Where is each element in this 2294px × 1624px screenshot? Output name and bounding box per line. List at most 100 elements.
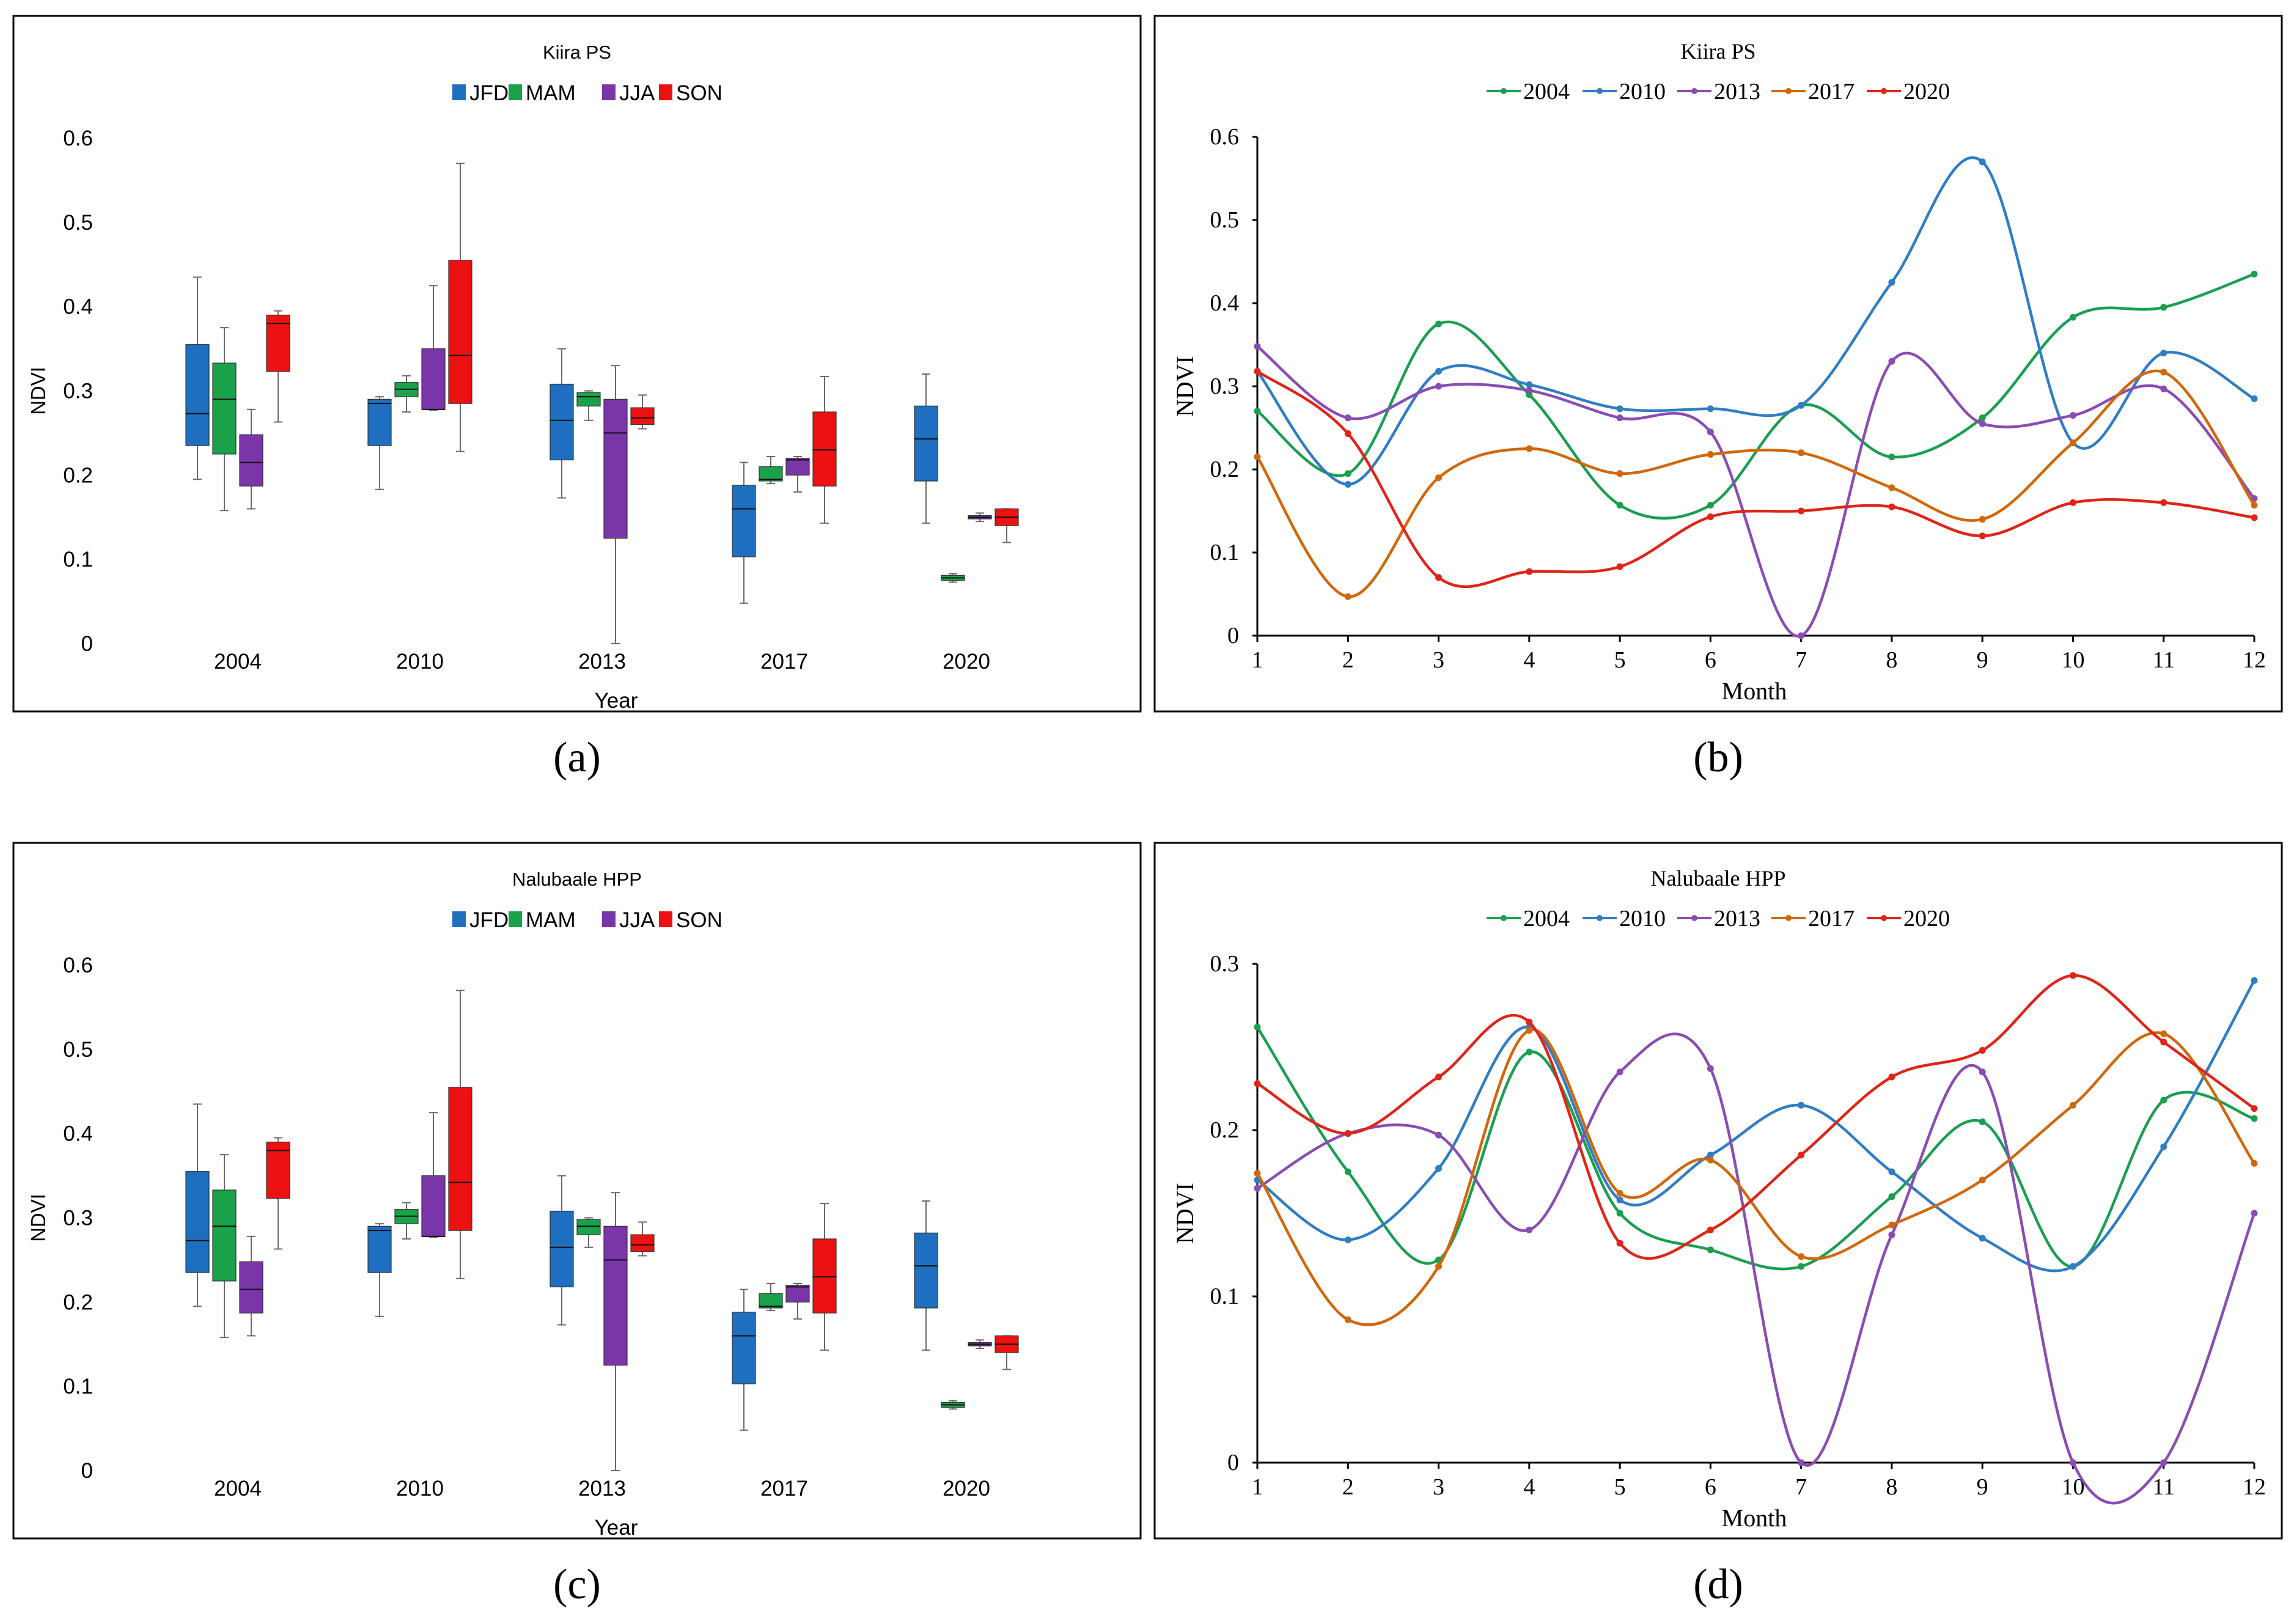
data-point-2013-m5 [1616, 414, 1623, 422]
data-point-2004-m6 [1707, 501, 1714, 509]
data-point-2004-m9 [1979, 414, 1986, 422]
panel-b-frame [1153, 15, 2283, 713]
data-point-2017-m3 [1435, 1263, 1443, 1270]
y-tick-label: 0 [81, 1459, 93, 1483]
data-point-2017-m8 [1888, 1221, 1895, 1229]
data-point-2010-m2 [1344, 480, 1351, 488]
legend-label-mam: MAM [526, 81, 576, 105]
x-tick-label: 2004 [214, 650, 262, 674]
x-tick-label: 7 [1795, 1474, 1807, 1500]
data-point-2004-m12 [2251, 270, 2258, 277]
data-point-2010-m3 [1435, 1165, 1443, 1172]
y-tick-label: 0.2 [63, 463, 93, 487]
series-line-2017 [1256, 369, 2255, 598]
x-tick-label: 4 [1523, 1474, 1535, 1500]
legend-swatch-jja [602, 84, 616, 100]
x-tick-label: 11 [2152, 1474, 2175, 1500]
series-2017 [1254, 1027, 2258, 1326]
panel-c-frame [12, 842, 1142, 1540]
x-tick-label: 12 [2243, 1474, 2266, 1500]
data-point-2013-m9 [1979, 1068, 1986, 1076]
box-jja-2004 [239, 408, 263, 510]
panel-d-nalubaale-line-chart: Nalubaale HPP 2004 2010 2013 2017 2020 0 0.1 0.2… [1153, 842, 2283, 1540]
legend-marker-2017 [1785, 915, 1792, 921]
legend-swatch-son [659, 911, 672, 927]
box-jfd-2010 [367, 1223, 392, 1317]
y-tick-label: 0 [81, 632, 93, 656]
x-tick-label: 2004 [214, 1477, 262, 1501]
data-point-2017-m11 [2160, 369, 2167, 376]
data-point-2010-m9 [1979, 158, 1986, 166]
y-tick-label: 0.3 [1210, 951, 1240, 977]
data-point-2020-m3 [1435, 1073, 1443, 1081]
data-point-2017-m2 [1344, 593, 1351, 600]
box-body [266, 314, 290, 372]
legend-label-jfd: JFD [469, 81, 509, 105]
box-mam-2010 [394, 1202, 419, 1240]
y-tick-label: 0.5 [1210, 207, 1240, 233]
box-jja-2010 [421, 285, 446, 411]
data-point-2010-m7 [1798, 402, 1805, 409]
series-2020 [1254, 368, 2258, 589]
data-point-2010-m4 [1526, 381, 1533, 388]
box-son-2020 [994, 508, 1019, 543]
data-point-2020-m3 [1435, 574, 1443, 581]
y-tick-label: 0.6 [63, 127, 93, 150]
data-point-2020-m4 [1526, 568, 1533, 575]
box-body [185, 1171, 210, 1273]
data-point-2017-m3 [1435, 474, 1443, 482]
legend-label-2020: 2020 [1903, 79, 1950, 105]
data-point-2017-m12 [2251, 501, 2258, 509]
panel-label-d: (d) [1693, 1561, 1743, 1608]
panel-b-kiira-line-chart: Kiira PS 2004 2010 2013 2017 2020 0 0.1 0.2 0.3 0.… [1153, 15, 2283, 713]
box-body [812, 1238, 837, 1314]
y-axis-label: NDVI [1171, 356, 1199, 417]
box-body [603, 399, 628, 539]
x-tick-label: 3 [1433, 647, 1444, 673]
y-tick-label: 0.1 [63, 1375, 93, 1398]
box-mam-2017 [759, 1283, 783, 1312]
data-point-2013-m3 [1435, 383, 1443, 390]
data-point-2017-m1 [1254, 1170, 1261, 1177]
data-point-2017-m8 [1888, 484, 1895, 491]
legend-label-jja: JJA [619, 81, 655, 105]
data-point-2004-m12 [2251, 1115, 2258, 1122]
x-tick-label: 2010 [396, 1477, 444, 1501]
box-mam-2017 [759, 456, 783, 485]
x-tick-label: 8 [1886, 1474, 1897, 1500]
x-tick-label: 2020 [943, 650, 990, 674]
data-point-2004-m11 [2160, 304, 2167, 311]
data-point-2010-m9 [1979, 1235, 1986, 1242]
x-tick-label: 8 [1886, 647, 1897, 673]
legend-label-2013: 2013 [1714, 906, 1760, 931]
data-point-2017-m10 [2069, 439, 2076, 446]
box-mam-2010 [394, 375, 419, 413]
box-body [266, 1141, 290, 1199]
data-point-2004-m2 [1344, 470, 1351, 477]
data-point-2010-m11 [2160, 1143, 2167, 1150]
box-body [367, 399, 392, 446]
chart-title: Nalubaale HPP [1651, 866, 1786, 891]
x-tick-label: 9 [1977, 1474, 1988, 1500]
box-body [785, 458, 810, 476]
x-tick-label: 6 [1705, 1474, 1716, 1500]
legend-label-2013: 2013 [1714, 79, 1760, 105]
box-son-2013 [630, 1221, 655, 1257]
y-tick-label: 0.1 [1210, 1284, 1240, 1309]
legend-label-2010: 2010 [1619, 906, 1666, 931]
legend-label-2004: 2004 [1523, 906, 1570, 931]
data-point-2017-m6 [1707, 451, 1714, 458]
data-point-2013-m5 [1616, 1068, 1623, 1076]
box-body [759, 1293, 783, 1309]
data-point-2010-m11 [2160, 350, 2167, 357]
y-tick-label: 0.5 [63, 211, 93, 235]
box-body [421, 348, 446, 410]
x-tick-label: 2 [1342, 1474, 1354, 1500]
box-jfd-2010 [367, 396, 392, 490]
box-body [732, 485, 756, 557]
legend-label-2004: 2004 [1523, 79, 1570, 105]
series-2010 [1254, 977, 2258, 1273]
series-2020 [1254, 972, 2258, 1260]
y-tick-label: 0.3 [63, 1207, 93, 1230]
